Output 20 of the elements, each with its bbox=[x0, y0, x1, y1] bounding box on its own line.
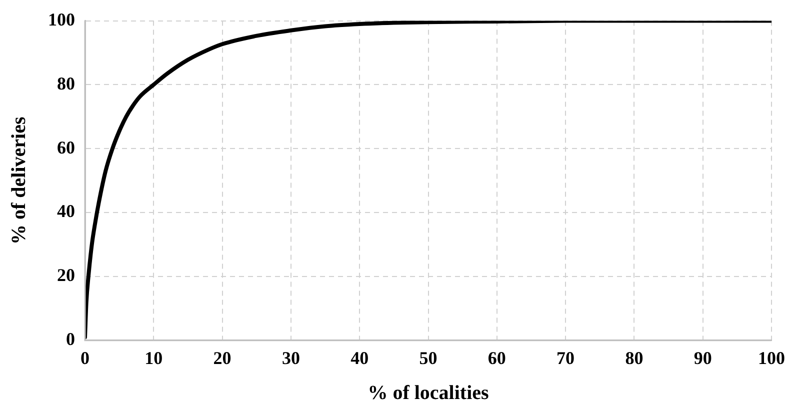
y-tick-label: 40 bbox=[57, 201, 75, 222]
x-tick-label: 70 bbox=[556, 348, 575, 368]
y-axis-title: % of deliveries bbox=[8, 116, 30, 244]
y-tick-label: 0 bbox=[66, 329, 75, 350]
x-tick-label: 20 bbox=[213, 348, 232, 368]
y-tick-label: 100 bbox=[48, 9, 75, 30]
y-tick-label: 80 bbox=[57, 73, 75, 94]
x-tick-label: 40 bbox=[350, 348, 369, 368]
x-tick-label: 100 bbox=[758, 348, 785, 368]
y-tick-label: 20 bbox=[57, 265, 75, 286]
x-axis-title: % of localities bbox=[368, 382, 490, 404]
line-series bbox=[85, 20, 772, 340]
y-tick-label: 60 bbox=[57, 137, 75, 158]
x-tick-label: 60 bbox=[488, 348, 506, 368]
x-tick-label: 10 bbox=[144, 348, 163, 368]
x-tick-label: 30 bbox=[282, 348, 300, 368]
x-tick-label: 80 bbox=[625, 348, 644, 368]
x-tick-label: 50 bbox=[419, 348, 438, 368]
x-tick-label: 0 bbox=[80, 348, 90, 368]
x-tick-label: 90 bbox=[694, 348, 712, 368]
